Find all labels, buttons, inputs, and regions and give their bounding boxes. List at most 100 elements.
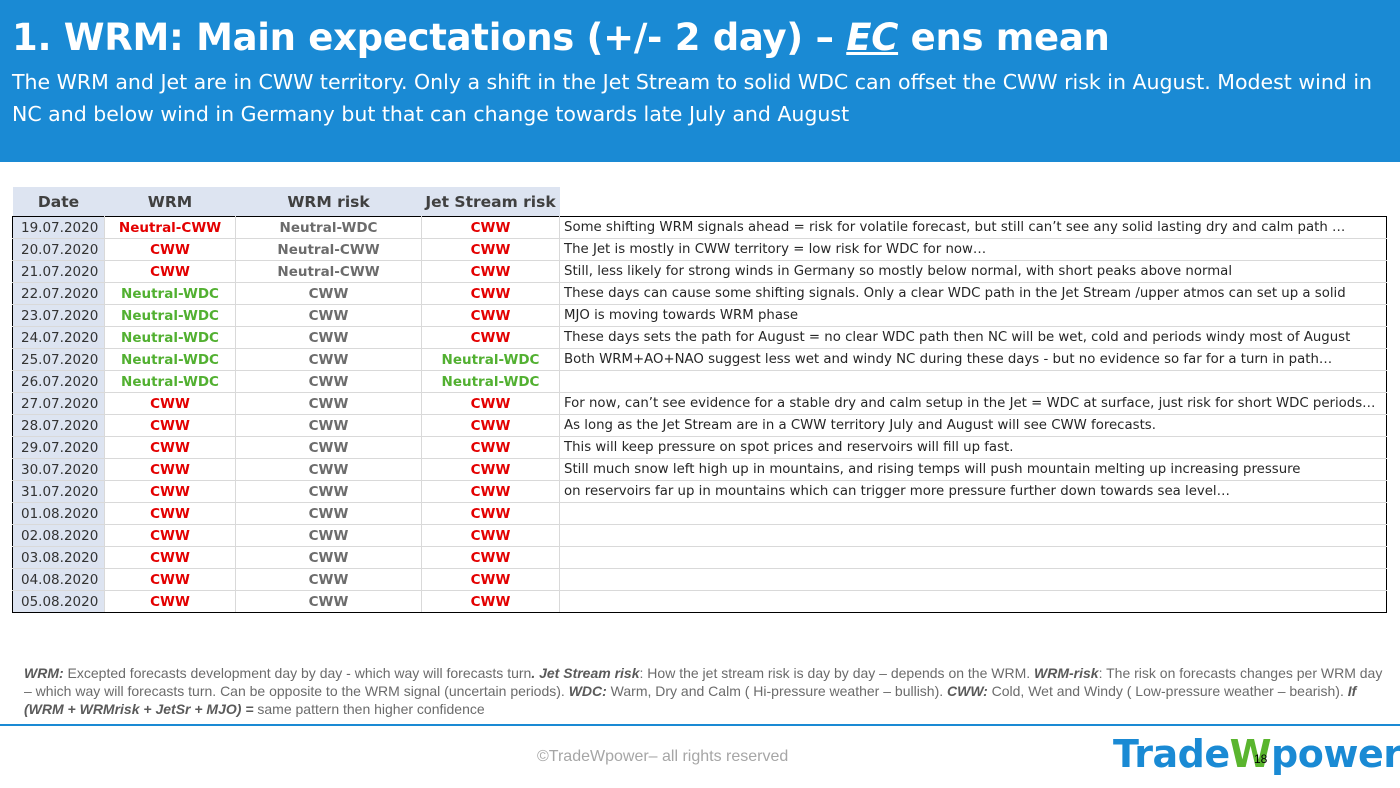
title-suffix: ens mean <box>898 16 1110 59</box>
jet-risk-cell: CWW <box>421 238 560 261</box>
table-row: 25.07.2020 Neutral-WDC CWW Neutral-WDC Both … <box>12 348 1387 371</box>
title-ec: EC <box>846 16 899 59</box>
wrm-cell: Neutral-WDC <box>104 282 236 305</box>
table-row: 26.07.2020 Neutral-WDC CWW Neutral-WDC <box>12 370 1387 393</box>
date-cell: 23.07.2020 <box>12 304 105 327</box>
comment-cell: These days can cause some shifting signa… <box>559 282 1387 305</box>
date-cell: 19.07.2020 <box>12 216 105 239</box>
logo-part-power: power <box>1271 732 1400 776</box>
wrm-risk-cell: CWW <box>235 370 422 393</box>
forecast-table: Date WRM WRM risk Jet Stream risk 19.07.… <box>12 187 1387 613</box>
comment-cell: These days sets the path for August = no… <box>559 326 1387 349</box>
title-banner: 1. WRM: Main expectations (+/- 2 day) – … <box>0 0 1400 162</box>
table-row: 24.07.2020 Neutral-WDC CWW CWW These days se… <box>12 326 1387 349</box>
wrm-risk-cell: Neutral-CWW <box>235 238 422 261</box>
page-number: 18 <box>1254 752 1268 766</box>
jet-risk-cell: CWW <box>421 326 560 349</box>
logo-part-w: W <box>1229 732 1272 776</box>
page-subtitle: The WRM and Jet are in CWW territory. On… <box>12 70 1373 126</box>
date-cell: 01.08.2020 <box>12 502 105 525</box>
date-cell: 20.07.2020 <box>12 238 105 261</box>
wrm-risk-cell: CWW <box>235 590 422 613</box>
jet-risk-cell: CWW <box>421 546 560 569</box>
comment-cell: Both WRM+AO+NAO suggest less wet and win… <box>559 348 1387 371</box>
wrm-cell: CWW <box>104 590 236 613</box>
date-cell: 03.08.2020 <box>12 546 105 569</box>
header-jet-stream-risk: Jet Stream risk <box>421 187 560 217</box>
footer-divider <box>0 724 1400 726</box>
date-cell: 30.07.2020 <box>12 458 105 481</box>
wrm-risk-cell: CWW <box>235 458 422 481</box>
copyright-text: ©TradeWpower– all rights reserved <box>537 748 789 765</box>
wrm-risk-cell: CWW <box>235 502 422 525</box>
footnote-wdc-text: Warm, Dry and Calm ( Hi-pressure weather… <box>606 683 948 699</box>
wrm-cell: Neutral-WDC <box>104 348 236 371</box>
wrm-risk-cell: CWW <box>235 436 422 459</box>
footnote-if-text: same pattern then higher confidence <box>253 701 485 717</box>
table-row: 19.07.2020 Neutral-CWW Neutral-WDC CWW Some … <box>12 216 1387 239</box>
page-title: 1. WRM: Main expectations (+/- 2 day) – … <box>12 14 1110 62</box>
jet-risk-cell: CWW <box>421 502 560 525</box>
table-row: 02.08.2020 CWW CWW CWW <box>12 524 1387 547</box>
table-row: 04.08.2020 CWW CWW CWW <box>12 568 1387 591</box>
comment-cell: Still, less likely for strong winds in G… <box>559 260 1387 283</box>
date-cell: 28.07.2020 <box>12 414 105 437</box>
table-row: 29.07.2020 CWW CWW CWW This will keep pressu… <box>12 436 1387 459</box>
comment-cell <box>559 524 1387 547</box>
jet-risk-cell: CWW <box>421 414 560 437</box>
date-cell: 27.07.2020 <box>12 392 105 415</box>
date-cell: 22.07.2020 <box>12 282 105 305</box>
table-row: 05.08.2020 CWW CWW CWW <box>12 590 1387 613</box>
footnote-cww-text: Cold, Wet and Windy ( Low-pressure weath… <box>987 683 1348 699</box>
footnote-wdc-label: WDC: <box>568 683 607 699</box>
date-cell: 05.08.2020 <box>12 590 105 613</box>
wrm-cell: CWW <box>104 568 236 591</box>
footnote-wrm-text: Excepted forecasts development day by da… <box>63 665 532 681</box>
date-cell: 24.07.2020 <box>12 326 105 349</box>
header-date: Date <box>12 187 105 217</box>
wrm-cell: Neutral-WDC <box>104 304 236 327</box>
comment-cell <box>559 546 1387 569</box>
footnote-if-label: If (WRM + WRMrisk + JetSr + MJO) = <box>24 683 1357 717</box>
table-row: 21.07.2020 CWW Neutral-CWW CWW Still, less l… <box>12 260 1387 283</box>
wrm-cell: Neutral-WDC <box>104 326 236 349</box>
comment-cell: The Jet is mostly in CWW territory = low… <box>559 238 1387 261</box>
jet-risk-cell: CWW <box>421 480 560 503</box>
wrm-cell: CWW <box>104 546 236 569</box>
date-cell: 25.07.2020 <box>12 348 105 371</box>
wrm-cell: CWW <box>104 502 236 525</box>
table-body: 19.07.2020 Neutral-CWW Neutral-WDC CWW Some … <box>12 216 1387 613</box>
comment-cell: As long as the Jet Stream are in a CWW t… <box>559 414 1387 437</box>
comment-cell <box>559 502 1387 525</box>
comment-cell: Some shifting WRM signals ahead = risk f… <box>559 216 1387 239</box>
comment-cell <box>559 590 1387 613</box>
date-cell: 04.08.2020 <box>12 568 105 591</box>
jet-risk-cell: CWW <box>421 568 560 591</box>
footnote-dot: . <box>531 665 536 681</box>
wrm-cell: Neutral-WDC <box>104 370 236 393</box>
wrm-risk-cell: Neutral-CWW <box>235 260 422 283</box>
table-row: 22.07.2020 Neutral-WDC CWW CWW These days ca… <box>12 282 1387 305</box>
footnote-wrmrisk-label: WRM-risk <box>1034 665 1099 681</box>
wrm-cell: CWW <box>104 480 236 503</box>
footnote-cww-label: CWW: <box>947 683 988 699</box>
comment-cell: For now, can’t see evidence for a stable… <box>559 392 1387 415</box>
date-cell: 21.07.2020 <box>12 260 105 283</box>
header-wrm-risk: WRM risk <box>235 187 422 217</box>
wrm-risk-cell: CWW <box>235 304 422 327</box>
legend-footnote: WRM: Excepted forecasts development day … <box>24 664 1384 718</box>
date-cell: 02.08.2020 <box>12 524 105 547</box>
jet-risk-cell: CWW <box>421 436 560 459</box>
logo-part-trade: Trade <box>1113 732 1230 776</box>
footnote-wrmrisk-text: : The risk on forecasts changes per WRM … <box>24 665 1383 699</box>
wrm-risk-cell: CWW <box>235 480 422 503</box>
jet-risk-cell: CWW <box>421 458 560 481</box>
wrm-risk-cell: CWW <box>235 282 422 305</box>
table-row: 23.07.2020 Neutral-WDC CWW CWW MJO is moving… <box>12 304 1387 327</box>
wrm-risk-cell: CWW <box>235 546 422 569</box>
comment-cell <box>559 568 1387 591</box>
comment-cell <box>559 370 1387 393</box>
table-row: 27.07.2020 CWW CWW CWW For now, can’t see ev… <box>12 392 1387 415</box>
jet-risk-cell: CWW <box>421 282 560 305</box>
comment-cell: This will keep pressure on spot prices a… <box>559 436 1387 459</box>
